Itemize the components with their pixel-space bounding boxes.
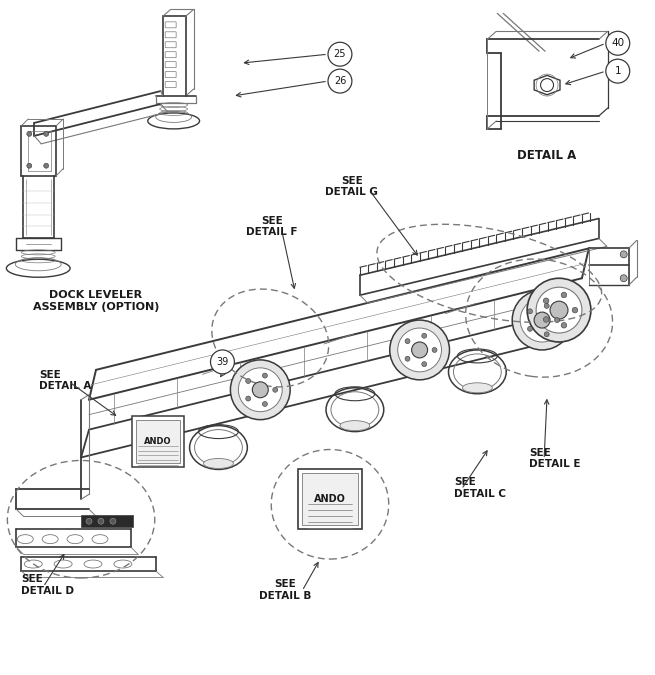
Circle shape <box>390 320 449 380</box>
Circle shape <box>328 43 352 66</box>
Circle shape <box>405 356 410 361</box>
Ellipse shape <box>204 458 233 468</box>
Text: 1: 1 <box>614 66 621 76</box>
Ellipse shape <box>92 535 108 543</box>
Circle shape <box>231 360 290 420</box>
Circle shape <box>534 312 550 328</box>
Circle shape <box>620 251 627 258</box>
Text: SEE
DETAIL C: SEE DETAIL C <box>455 477 506 499</box>
Ellipse shape <box>114 560 132 568</box>
Circle shape <box>572 307 578 313</box>
Ellipse shape <box>24 560 42 568</box>
FancyBboxPatch shape <box>165 32 176 38</box>
Text: 25: 25 <box>333 49 346 59</box>
FancyBboxPatch shape <box>165 72 176 78</box>
Circle shape <box>252 382 269 398</box>
Circle shape <box>544 303 549 308</box>
Circle shape <box>422 362 426 367</box>
FancyBboxPatch shape <box>165 42 176 48</box>
FancyBboxPatch shape <box>132 416 183 468</box>
Circle shape <box>210 350 234 374</box>
Text: 39: 39 <box>216 357 229 367</box>
Text: ANDO: ANDO <box>314 494 346 504</box>
FancyBboxPatch shape <box>302 473 358 525</box>
FancyBboxPatch shape <box>165 61 176 68</box>
Text: ANDO: ANDO <box>144 437 172 446</box>
Circle shape <box>544 332 549 337</box>
Circle shape <box>110 518 116 524</box>
Ellipse shape <box>340 421 370 431</box>
Circle shape <box>27 132 31 136</box>
Ellipse shape <box>67 535 83 543</box>
FancyBboxPatch shape <box>136 420 179 464</box>
Text: SEE
DETAIL F: SEE DETAIL F <box>246 215 298 237</box>
Circle shape <box>620 275 627 281</box>
Circle shape <box>98 518 104 524</box>
Circle shape <box>512 290 572 350</box>
Circle shape <box>27 163 31 168</box>
Text: SEE
DETAIL A: SEE DETAIL A <box>39 370 92 392</box>
Circle shape <box>328 69 352 93</box>
Circle shape <box>527 327 533 331</box>
Circle shape <box>561 323 567 328</box>
FancyBboxPatch shape <box>165 22 176 28</box>
Circle shape <box>606 31 629 55</box>
Circle shape <box>398 328 441 372</box>
Ellipse shape <box>462 383 493 393</box>
Ellipse shape <box>17 535 33 543</box>
Circle shape <box>422 333 426 338</box>
Text: SEE
DETAIL B: SEE DETAIL B <box>259 579 311 601</box>
Text: SEE
DETAIL D: SEE DETAIL D <box>22 574 74 595</box>
Circle shape <box>544 298 549 304</box>
Circle shape <box>86 518 92 524</box>
FancyBboxPatch shape <box>81 515 133 527</box>
Circle shape <box>272 387 278 392</box>
Circle shape <box>606 59 629 83</box>
Circle shape <box>555 317 559 323</box>
FancyBboxPatch shape <box>165 52 176 57</box>
Circle shape <box>527 308 533 314</box>
Circle shape <box>536 288 582 333</box>
Circle shape <box>263 373 267 378</box>
Text: 26: 26 <box>334 76 346 86</box>
Text: SEE
DETAIL E: SEE DETAIL E <box>529 448 580 469</box>
Circle shape <box>263 402 267 406</box>
Ellipse shape <box>54 560 72 568</box>
Ellipse shape <box>84 560 102 568</box>
Circle shape <box>246 379 251 383</box>
FancyBboxPatch shape <box>165 82 176 88</box>
Circle shape <box>544 317 549 322</box>
Circle shape <box>246 396 251 401</box>
Text: DOCK LEVELER
ASSEMBLY (OPTION): DOCK LEVELER ASSEMBLY (OPTION) <box>33 290 159 312</box>
Circle shape <box>520 298 564 342</box>
Text: 40: 40 <box>611 38 624 48</box>
Circle shape <box>432 348 437 352</box>
Circle shape <box>550 301 568 319</box>
Circle shape <box>561 292 567 298</box>
Circle shape <box>44 132 48 136</box>
Text: SEE
DETAIL G: SEE DETAIL G <box>326 176 379 197</box>
Text: DETAIL A: DETAIL A <box>517 148 576 162</box>
Circle shape <box>44 163 48 168</box>
FancyBboxPatch shape <box>298 469 362 529</box>
Circle shape <box>238 368 282 412</box>
Circle shape <box>405 339 410 344</box>
Ellipse shape <box>42 535 58 543</box>
Circle shape <box>527 278 591 342</box>
Circle shape <box>411 342 428 358</box>
